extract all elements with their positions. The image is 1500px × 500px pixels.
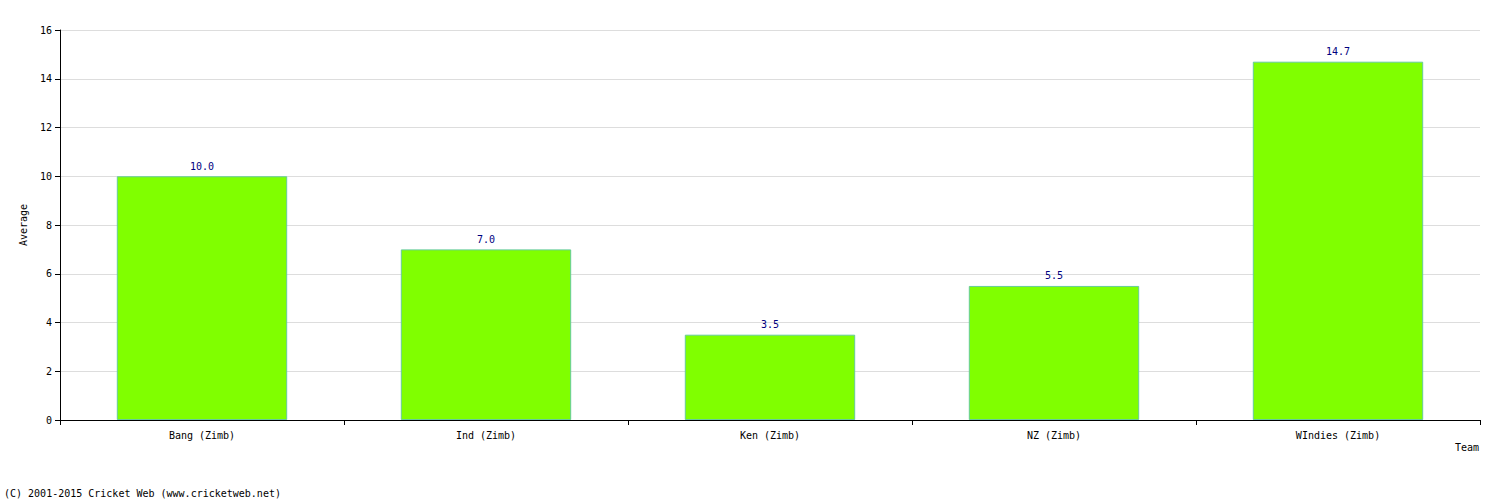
svg-text:6: 6: [46, 268, 52, 279]
svg-text:2: 2: [46, 366, 52, 377]
svg-text:7.0: 7.0: [477, 234, 495, 245]
svg-text:10: 10: [40, 171, 52, 182]
svg-text:16: 16: [40, 25, 52, 36]
svg-text:Average: Average: [18, 204, 29, 246]
svg-text:Bang (Zimb): Bang (Zimb): [169, 430, 235, 441]
svg-text:0: 0: [46, 415, 52, 426]
svg-text:WIndies (Zimb): WIndies (Zimb): [1296, 430, 1380, 441]
svg-text:Ind (Zimb): Ind (Zimb): [456, 430, 516, 441]
svg-text:10.0: 10.0: [190, 161, 214, 172]
svg-text:NZ (Zimb): NZ (Zimb): [1027, 430, 1081, 441]
svg-text:Team: Team: [1455, 442, 1479, 453]
svg-text:8: 8: [46, 220, 52, 231]
svg-text:14.7: 14.7: [1326, 46, 1350, 57]
svg-text:5.5: 5.5: [1045, 270, 1063, 281]
svg-text:14: 14: [40, 73, 52, 84]
svg-text:3.5: 3.5: [761, 319, 779, 330]
svg-text:Ken (Zimb): Ken (Zimb): [740, 430, 800, 441]
svg-text:(C) 2001-2015 Cricket Web (www: (C) 2001-2015 Cricket Web (www.cricketwe…: [4, 488, 281, 499]
svg-text:4: 4: [46, 317, 52, 328]
svg-text:12: 12: [40, 122, 52, 133]
